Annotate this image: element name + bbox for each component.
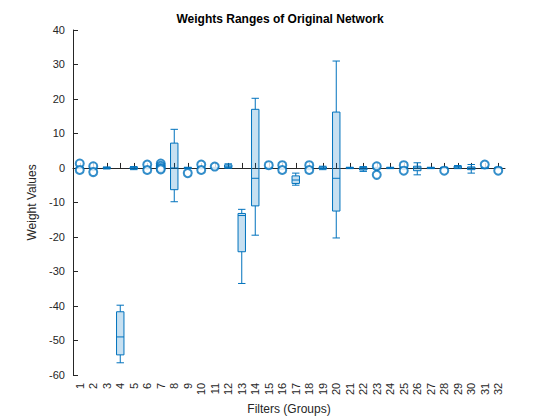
svg-text:Filters (Groups): Filters (Groups) — [247, 402, 330, 416]
svg-text:0: 0 — [59, 162, 65, 174]
svg-text:21: 21 — [344, 383, 356, 395]
svg-text:31: 31 — [479, 383, 491, 395]
svg-text:-40: -40 — [49, 300, 65, 312]
svg-text:12: 12 — [222, 383, 234, 395]
svg-text:22: 22 — [357, 383, 369, 395]
svg-text:5: 5 — [128, 383, 140, 389]
svg-text:30: 30 — [53, 58, 65, 70]
svg-text:19: 19 — [317, 383, 329, 395]
svg-text:-10: -10 — [49, 196, 65, 208]
svg-text:40: 40 — [53, 24, 65, 36]
svg-text:16: 16 — [276, 383, 288, 395]
svg-text:Weights Ranges of Original Net: Weights Ranges of Original Network — [176, 12, 383, 26]
svg-text:15: 15 — [263, 383, 275, 395]
svg-text:-50: -50 — [49, 334, 65, 346]
svg-text:2: 2 — [87, 383, 99, 389]
svg-text:24: 24 — [384, 383, 396, 395]
svg-text:20: 20 — [330, 383, 342, 395]
svg-text:32: 32 — [492, 383, 504, 395]
svg-text:11: 11 — [209, 383, 221, 394]
svg-text:29: 29 — [452, 383, 464, 395]
svg-text:23: 23 — [371, 383, 383, 395]
svg-text:28: 28 — [438, 383, 450, 395]
svg-text:4: 4 — [114, 383, 126, 389]
svg-text:20: 20 — [53, 93, 65, 105]
svg-text:Weight Values: Weight Values — [25, 164, 39, 240]
svg-text:17: 17 — [290, 383, 302, 395]
svg-text:27: 27 — [425, 383, 437, 395]
svg-text:3: 3 — [101, 383, 113, 389]
svg-text:1: 1 — [74, 383, 86, 389]
svg-text:-60: -60 — [49, 369, 65, 381]
svg-text:25: 25 — [398, 383, 410, 395]
svg-text:26: 26 — [411, 383, 423, 395]
svg-text:30: 30 — [465, 383, 477, 395]
svg-text:6: 6 — [141, 383, 153, 389]
svg-text:8: 8 — [168, 383, 180, 389]
svg-text:18: 18 — [303, 383, 315, 395]
svg-text:13: 13 — [236, 383, 248, 395]
svg-text:10: 10 — [53, 127, 65, 139]
svg-text:10: 10 — [195, 383, 207, 395]
svg-text:-20: -20 — [49, 231, 65, 243]
svg-text:14: 14 — [249, 383, 261, 395]
svg-text:-30: -30 — [49, 265, 65, 277]
svg-text:7: 7 — [155, 383, 167, 389]
svg-text:9: 9 — [182, 383, 194, 389]
